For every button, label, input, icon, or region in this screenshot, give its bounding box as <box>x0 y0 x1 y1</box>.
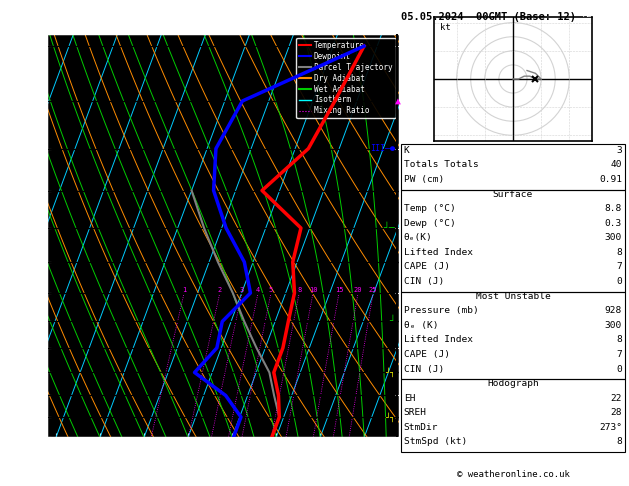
Text: 0.91: 0.91 <box>599 175 622 184</box>
Text: ┘┐: ┘┐ <box>385 412 395 422</box>
Text: 40: 40 <box>611 160 622 170</box>
Text: 273°: 273° <box>599 423 622 432</box>
Text: LCL: LCL <box>402 391 416 400</box>
Text: EH: EH <box>404 394 415 403</box>
Text: hPa: hPa <box>47 12 65 22</box>
Legend: Temperature, Dewpoint, Parcel Trajectory, Dry Adiabat, Wet Adiabat, Isotherm, Mi: Temperature, Dewpoint, Parcel Trajectory… <box>296 38 396 119</box>
Text: SREH: SREH <box>404 408 427 417</box>
Text: CAPE (J): CAPE (J) <box>404 350 450 359</box>
Text: 15: 15 <box>335 287 343 293</box>
Text: 22: 22 <box>611 394 622 403</box>
Text: kt: kt <box>440 23 450 32</box>
Text: 3: 3 <box>616 146 622 155</box>
Text: 0: 0 <box>616 364 622 374</box>
Text: Lifted Index: Lifted Index <box>404 335 473 345</box>
Text: 8: 8 <box>616 335 622 345</box>
Text: θₑ(K): θₑ(K) <box>404 233 433 243</box>
Text: 8.8: 8.8 <box>605 204 622 213</box>
Text: Hodograph: Hodograph <box>487 379 539 388</box>
Text: ┘: ┘ <box>389 316 395 327</box>
Text: 25: 25 <box>369 287 377 293</box>
Text: 8: 8 <box>616 248 622 257</box>
Text: III─●: III─● <box>370 144 395 153</box>
Text: Lifted Index: Lifted Index <box>404 248 473 257</box>
X-axis label: Dewpoint / Temperature (°C): Dewpoint / Temperature (°C) <box>139 455 308 465</box>
Text: ┘─: ┘─ <box>383 223 395 233</box>
Text: 0: 0 <box>616 277 622 286</box>
Text: Temp (°C): Temp (°C) <box>404 204 455 213</box>
Text: 928: 928 <box>605 306 622 315</box>
Text: 4: 4 <box>256 287 260 293</box>
Text: © weatheronline.co.uk: © weatheronline.co.uk <box>457 469 569 479</box>
Text: 7: 7 <box>616 262 622 272</box>
Text: K: K <box>404 146 409 155</box>
Text: 20: 20 <box>354 287 362 293</box>
Y-axis label: Mixing Ratio (g/kg): Mixing Ratio (g/kg) <box>415 185 423 287</box>
Text: 300: 300 <box>605 321 622 330</box>
Text: 1: 1 <box>182 287 186 293</box>
Text: Surface: Surface <box>493 190 533 199</box>
Text: 3: 3 <box>240 287 244 293</box>
Text: 7: 7 <box>616 350 622 359</box>
Text: Pressure (mb): Pressure (mb) <box>404 306 479 315</box>
Text: 2: 2 <box>218 287 222 293</box>
Text: PW (cm): PW (cm) <box>404 175 444 184</box>
Text: Most Unstable: Most Unstable <box>476 292 550 301</box>
Text: ▲: ▲ <box>395 96 401 106</box>
Text: 10: 10 <box>309 287 317 293</box>
Text: StmDir: StmDir <box>404 423 438 432</box>
Text: 300: 300 <box>605 233 622 243</box>
Text: 8: 8 <box>616 437 622 447</box>
Text: Dewp (°C): Dewp (°C) <box>404 219 455 228</box>
Text: StmSpd (kt): StmSpd (kt) <box>404 437 467 447</box>
Text: 53°18'N  246°35'W  732m ASL: 53°18'N 246°35'W 732m ASL <box>120 9 302 19</box>
Text: CIN (J): CIN (J) <box>404 277 444 286</box>
Text: km
ASL: km ASL <box>582 0 598 19</box>
Y-axis label: hPa: hPa <box>12 226 22 245</box>
Text: 28: 28 <box>611 408 622 417</box>
Text: 0.3: 0.3 <box>605 219 622 228</box>
Text: ┘┐: ┘┐ <box>385 368 395 377</box>
Text: 8: 8 <box>297 287 301 293</box>
Text: 05.05.2024  00GMT (Base: 12): 05.05.2024 00GMT (Base: 12) <box>401 12 576 22</box>
Text: CAPE (J): CAPE (J) <box>404 262 450 272</box>
Text: Totals Totals: Totals Totals <box>404 160 479 170</box>
Text: 5: 5 <box>269 287 273 293</box>
Text: CIN (J): CIN (J) <box>404 364 444 374</box>
Text: θₑ (K): θₑ (K) <box>404 321 438 330</box>
